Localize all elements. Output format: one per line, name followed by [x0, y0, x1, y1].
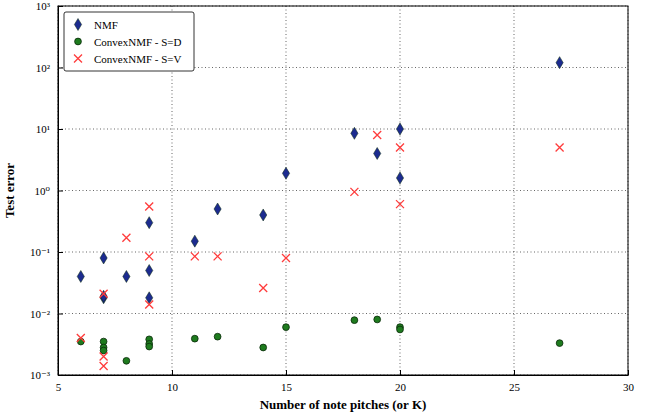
point: [146, 265, 153, 277]
point: [556, 144, 564, 152]
tick-label: 25: [509, 381, 521, 393]
legend-label: NMF: [94, 19, 118, 31]
tick: 10¹: [36, 123, 63, 135]
chart: 5 10 15 20 25 30 10⁻³ 10⁻² 10⁻¹ 10⁰ 10¹ 10² 10³ NMF Co…: [0, 0, 648, 413]
point: [77, 270, 84, 282]
point: [396, 200, 404, 208]
point: [396, 123, 403, 135]
tick-label: 10⁻³: [30, 369, 51, 381]
point: [77, 334, 85, 342]
tick: 10: [167, 370, 179, 393]
legend-box: [64, 12, 194, 71]
grid-line: [58, 252, 628, 253]
point: [145, 202, 153, 210]
tick-label: 15: [281, 381, 293, 393]
point: [351, 127, 358, 139]
tick-mark: [58, 314, 63, 315]
point: [556, 340, 563, 347]
tick-label: 10²: [36, 62, 51, 74]
point: [146, 217, 153, 229]
point: [123, 270, 130, 282]
point: [374, 316, 381, 323]
points: [77, 57, 564, 370]
grid-line: [400, 6, 401, 375]
point: [146, 343, 153, 350]
point: [100, 352, 108, 360]
legend-marker: [75, 38, 82, 45]
tick: 10⁰: [35, 185, 63, 197]
x-axis: 5 10 15 20 25 30: [56, 370, 635, 393]
legend-marker: [74, 55, 82, 63]
point: [214, 203, 221, 215]
tick: 30: [623, 370, 635, 393]
point: [283, 324, 290, 331]
point: [191, 235, 198, 247]
series: [77, 131, 564, 370]
point: [350, 188, 358, 196]
tick-mark: [514, 370, 515, 375]
tick-mark: [400, 370, 401, 375]
tick-mark: [286, 370, 287, 375]
legend-label: ConvexNMF - S=V: [94, 53, 182, 65]
tick-label: 5: [56, 381, 62, 393]
point: [556, 57, 563, 69]
point: [100, 252, 107, 264]
point: [100, 347, 107, 354]
grid-line: [58, 190, 628, 191]
point: [191, 252, 199, 260]
tick-mark: [58, 68, 63, 69]
grid: [58, 6, 628, 375]
tick-mark: [172, 370, 173, 375]
tick-mark: [58, 129, 63, 130]
legend-marker: [74, 19, 81, 31]
point: [100, 362, 108, 370]
point: [396, 172, 403, 184]
point: [100, 290, 108, 298]
point: [374, 147, 381, 159]
series: [77, 57, 563, 304]
point: [397, 326, 404, 333]
point: [145, 252, 153, 260]
point: [77, 338, 84, 345]
tick-mark: [58, 252, 63, 253]
tick: 20: [395, 370, 407, 393]
point: [260, 209, 267, 221]
point: [396, 144, 404, 152]
legend-label: ConvexNMF - S=D: [94, 36, 182, 48]
point: [282, 254, 290, 262]
tick-label: 10⁻¹: [30, 246, 50, 258]
point: [259, 284, 267, 292]
point: [373, 131, 381, 139]
point: [100, 290, 107, 302]
tick-label: 20: [395, 381, 407, 393]
point: [282, 167, 289, 179]
point: [214, 252, 222, 260]
x-axis-title: Number of note pitches (or K): [260, 397, 427, 412]
tick-label: 10³: [36, 0, 51, 12]
tick: 15: [281, 370, 293, 393]
plot: 5 10 15 20 25 30 10⁻³ 10⁻² 10⁻¹ 10⁰ 10¹ 10² 10³ NMF Co…: [30, 0, 635, 393]
point: [351, 317, 358, 324]
point: [214, 333, 221, 340]
point: [122, 234, 130, 242]
tick-mark: [58, 191, 63, 192]
tick: 10²: [36, 62, 63, 74]
tick: 25: [509, 370, 521, 393]
point: [145, 301, 153, 309]
plot-frame: [58, 6, 628, 375]
tick-label: 10¹: [36, 123, 50, 135]
point: [260, 344, 267, 351]
point: [123, 357, 130, 364]
series: [77, 316, 563, 364]
tick-label: 10⁻²: [30, 308, 51, 320]
grid-line: [58, 129, 628, 130]
point: [191, 335, 198, 342]
tick-label: 10⁰: [35, 185, 51, 197]
tick-label: 30: [623, 381, 635, 393]
legend: NMF ConvexNMF - S=D ConvexNMF - S=V: [64, 12, 194, 71]
tick-label: 10: [167, 381, 179, 393]
grid-line: [58, 313, 628, 314]
y-axis-title: Test error: [2, 163, 17, 218]
